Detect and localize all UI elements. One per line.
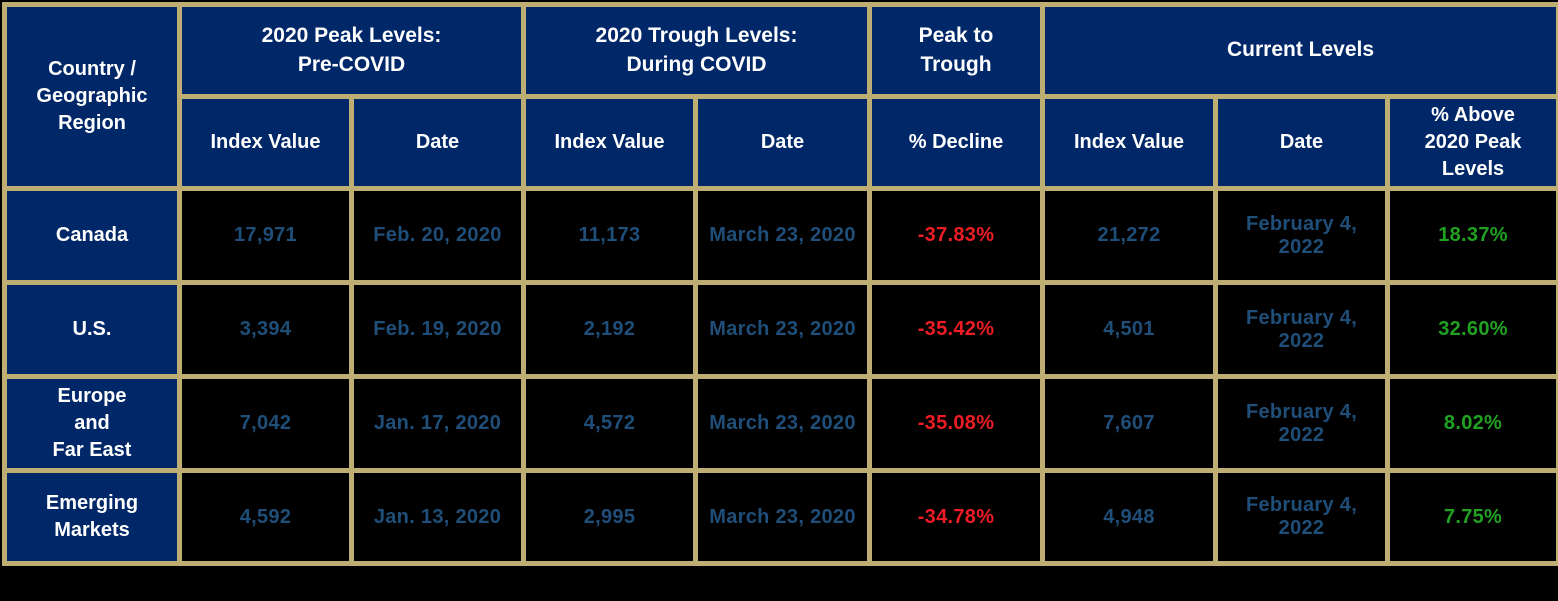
eafe-current-date: February 4, 2022 xyxy=(1213,374,1391,473)
canada-current-index-value: 21,272 xyxy=(1040,186,1219,285)
table-row-canada: Canada 17,971 Feb. 20, 2020 11,173 March… xyxy=(2,186,1558,285)
subheader-current-index-value: Index Value xyxy=(1040,94,1219,191)
canada-trough-index-value: 11,173 xyxy=(521,186,698,285)
region-label-us: U.S. xyxy=(2,280,182,379)
corner-header-country-region: Country / Geographic Region xyxy=(2,2,182,191)
eafe-peak-date: Jan. 17, 2020 xyxy=(349,374,526,473)
group-header-2020-peak-levels: 2020 Peak Levels: Pre-COVID xyxy=(177,2,526,99)
subheader-current-date: Date xyxy=(1213,94,1391,191)
em-current-index-value: 4,948 xyxy=(1040,468,1219,566)
canada-current-date: February 4, 2022 xyxy=(1213,186,1391,285)
us-trough-date: March 23, 2020 xyxy=(692,280,873,379)
subheader-peak-index-value: Index Value xyxy=(177,94,354,191)
covid-market-levels-table: Country / Geographic Region 2020 Peak Le… xyxy=(2,2,1558,566)
canada-pct-decline: -37.83% xyxy=(867,186,1046,285)
region-label-canada: Canada xyxy=(2,186,182,285)
eafe-pct-decline: -35.08% xyxy=(867,374,1046,473)
group-header-current-levels: Current Levels xyxy=(1040,2,1558,99)
em-peak-date: Jan. 13, 2020 xyxy=(349,468,526,566)
table-row-emerging-markets: Emerging Markets 4,592 Jan. 13, 2020 2,9… xyxy=(2,468,1558,566)
subheader-pct-decline: % Decline xyxy=(867,94,1046,191)
canada-pct-above-peak: 18.37% xyxy=(1385,186,1558,285)
us-pct-decline: -35.42% xyxy=(867,280,1046,379)
canada-peak-index-value: 17,971 xyxy=(177,186,354,285)
us-peak-index-value: 3,394 xyxy=(177,280,354,379)
eafe-peak-index-value: 7,042 xyxy=(177,374,354,473)
eafe-trough-date: March 23, 2020 xyxy=(692,374,873,473)
group-header-peak-to-trough: Peak to Trough xyxy=(867,2,1046,99)
canada-peak-date: Feb. 20, 2020 xyxy=(349,186,526,285)
em-trough-index-value: 2,995 xyxy=(521,468,698,566)
subheader-pct-above-2020-peak: % Above 2020 Peak Levels xyxy=(1385,94,1558,191)
table-row-europe-far-east: Europe and Far East 7,042 Jan. 17, 2020 … xyxy=(2,374,1558,473)
table-row-us: U.S. 3,394 Feb. 19, 2020 2,192 March 23,… xyxy=(2,280,1558,379)
em-pct-decline: -34.78% xyxy=(867,468,1046,566)
region-label-emerging-markets: Emerging Markets xyxy=(2,468,182,566)
us-pct-above-peak: 32.60% xyxy=(1385,280,1558,379)
group-header-2020-trough-levels: 2020 Trough Levels: During COVID xyxy=(520,2,873,99)
em-pct-above-peak: 7.75% xyxy=(1385,468,1558,566)
us-peak-date: Feb. 19, 2020 xyxy=(349,280,526,379)
eafe-trough-index-value: 4,572 xyxy=(521,374,698,473)
subheader-trough-index-value: Index Value xyxy=(521,94,698,191)
eafe-current-index-value: 7,607 xyxy=(1040,374,1219,473)
us-current-index-value: 4,501 xyxy=(1040,280,1219,379)
us-current-date: February 4, 2022 xyxy=(1213,280,1391,379)
em-trough-date: March 23, 2020 xyxy=(692,468,873,566)
table-frame: Country / Geographic Region 2020 Peak Le… xyxy=(2,2,1558,566)
eafe-pct-above-peak: 8.02% xyxy=(1385,374,1558,473)
subheader-trough-date: Date xyxy=(692,94,873,191)
em-peak-index-value: 4,592 xyxy=(177,468,354,566)
em-current-date: February 4, 2022 xyxy=(1213,468,1391,566)
region-label-europe-far-east: Europe and Far East xyxy=(2,374,182,473)
subheader-peak-date: Date xyxy=(349,94,526,191)
us-trough-index-value: 2,192 xyxy=(521,280,698,379)
canada-trough-date: March 23, 2020 xyxy=(692,186,873,285)
